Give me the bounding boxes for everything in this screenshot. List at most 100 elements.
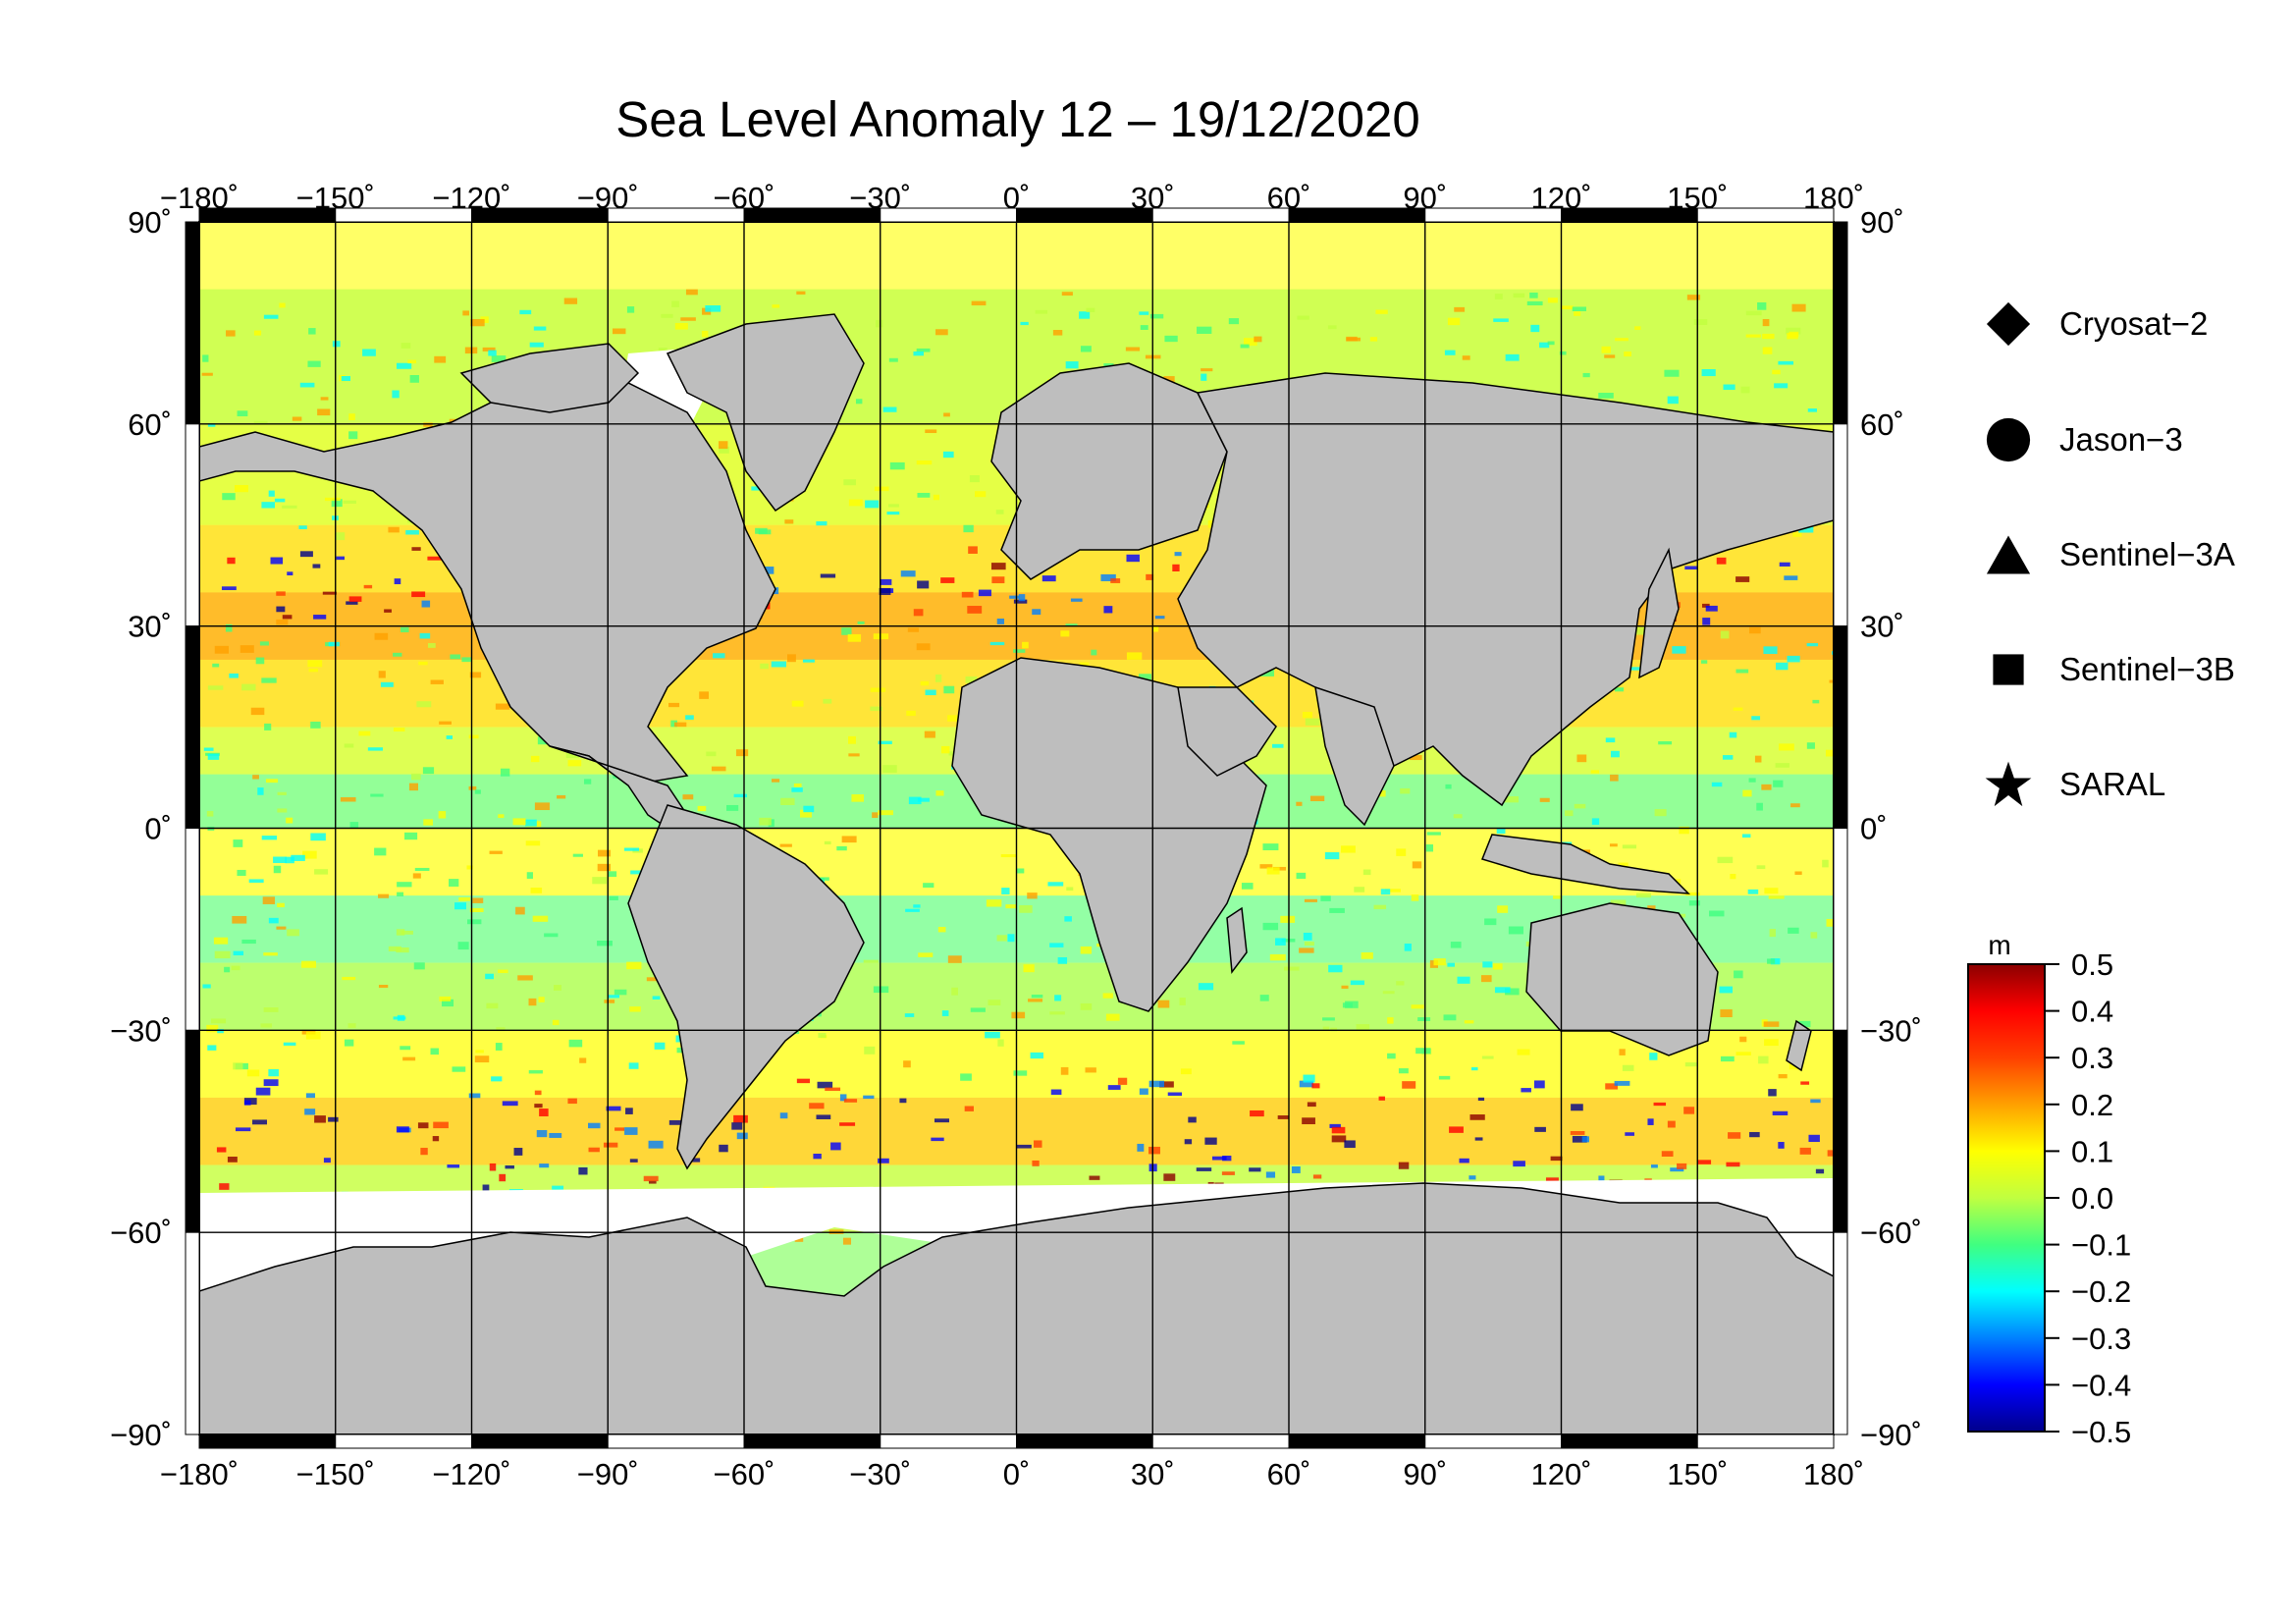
anomaly-speckle	[1117, 1077, 1128, 1085]
anomaly-speckle	[469, 672, 482, 678]
anomaly-speckle	[1462, 355, 1470, 360]
anomaly-speckle	[273, 865, 282, 874]
anomaly-speckle	[475, 1050, 484, 1054]
anomaly-speckle	[711, 766, 726, 772]
anomaly-speckle	[224, 966, 231, 973]
anomaly-speckle	[1601, 346, 1611, 353]
anomaly-speckle	[468, 785, 477, 790]
anomaly-speckle	[935, 790, 944, 796]
anomaly-speckle	[282, 615, 293, 620]
anomaly-speckle	[934, 674, 942, 682]
anomaly-speckle	[1438, 1075, 1451, 1080]
anomaly-speckle	[567, 760, 582, 767]
anomaly-speckle	[908, 796, 922, 805]
anomaly-speckle	[534, 802, 550, 811]
anomaly-speckle	[916, 643, 931, 651]
anomaly-speckle	[268, 917, 279, 924]
anomaly-speckle	[402, 1056, 416, 1061]
anomaly-speckle	[1433, 958, 1446, 966]
anomaly-speckle	[878, 740, 892, 744]
anomaly-speckle	[404, 832, 418, 840]
anomaly-speckle	[733, 793, 748, 798]
frame-bar-bottom	[1561, 1434, 1698, 1449]
anomaly-speckle	[362, 349, 376, 356]
anomaly-speckle	[606, 1106, 621, 1111]
anomaly-speckle	[237, 410, 248, 417]
anomaly-speckle	[1470, 1066, 1478, 1071]
anomaly-speckle	[613, 328, 626, 335]
lat-tick-label-left: −30˚	[110, 1013, 172, 1048]
anomaly-speckle	[1453, 814, 1463, 819]
anomaly-speckle	[233, 839, 243, 847]
anomaly-speckle	[1799, 1147, 1811, 1155]
anomaly-speckle	[1764, 1039, 1779, 1047]
anomaly-speckle	[1764, 888, 1779, 894]
anomaly-speckle	[629, 1159, 638, 1163]
anomaly-speckle	[1341, 845, 1356, 853]
anomaly-speckle	[526, 872, 533, 879]
legend-item-saral: SARAL	[1983, 755, 2165, 814]
figure-title: Sea Level Anomaly 12 – 19/12/2020	[615, 91, 1420, 147]
anomaly-speckle	[419, 632, 431, 639]
anomaly-speckle	[772, 779, 780, 783]
anomaly-speckle	[878, 810, 893, 816]
anomaly-speckle	[1533, 1080, 1545, 1089]
anomaly-speckle	[1304, 898, 1317, 902]
lat-tick-label-right: 90˚	[1860, 205, 1904, 240]
anomaly-speckle	[449, 879, 459, 887]
anomaly-speckle	[1066, 887, 1074, 892]
anomaly-speckle	[1763, 646, 1778, 655]
anomaly-speckle	[733, 1114, 748, 1123]
anomaly-speckle	[1188, 1116, 1197, 1123]
anomaly-speckle	[1023, 964, 1035, 973]
anomaly-speckle	[1701, 660, 1708, 664]
anomaly-speckle	[816, 1114, 831, 1119]
anomaly-speckle	[427, 556, 442, 561]
anomaly-speckle	[1350, 980, 1364, 986]
anomaly-speckle	[378, 893, 390, 898]
anomaly-speckle	[408, 783, 419, 791]
anomaly-speckle	[603, 1142, 618, 1148]
anomaly-speckle	[918, 952, 934, 957]
anomaly-speckle	[1581, 1136, 1589, 1143]
anomaly-speckle	[233, 950, 244, 956]
diamond-icon	[1986, 301, 2031, 347]
anomaly-speckle	[1654, 809, 1667, 817]
anomaly-speckle	[1702, 603, 1710, 608]
anomaly-speckle	[941, 1010, 949, 1016]
anomaly-speckle	[1250, 1109, 1264, 1117]
frame-bar-bottom	[880, 1434, 1017, 1449]
anomaly-speckle	[1240, 344, 1250, 349]
anomaly-speckle	[1061, 292, 1073, 297]
anomaly-speckle	[1080, 346, 1092, 352]
anomaly-speckle	[313, 615, 327, 620]
anomaly-speckle	[413, 962, 425, 970]
anomaly-speckle	[592, 877, 608, 885]
anomaly-speckle	[496, 1027, 506, 1032]
anomaly-speckle	[1545, 1177, 1559, 1183]
new-zealand	[1786, 1019, 1812, 1072]
anomaly-speckle	[1605, 737, 1616, 743]
anomaly-speckle	[253, 330, 262, 336]
anomaly-speckle	[935, 329, 948, 336]
anomaly-speckle	[793, 783, 802, 787]
anomaly-speckle	[222, 493, 236, 501]
anomaly-speckle	[608, 871, 617, 878]
anomaly-speckle	[1547, 298, 1558, 303]
anomaly-speckle	[905, 908, 920, 912]
anomaly-speckle	[396, 947, 409, 953]
anomaly-speckle	[474, 1055, 490, 1063]
europe	[990, 362, 1228, 580]
anomaly-speckle	[525, 819, 537, 827]
anomaly-speckle	[843, 1099, 858, 1103]
anomaly-speckle	[320, 397, 329, 401]
anomaly-speckle	[1011, 1011, 1026, 1019]
anomaly-speckle	[264, 723, 272, 730]
anomaly-speckle	[1521, 1088, 1531, 1093]
anomaly-speckle	[214, 645, 230, 654]
anomaly-speckle	[554, 985, 561, 991]
anomaly-speckle	[671, 300, 679, 307]
anomaly-speckle	[489, 850, 503, 854]
anomaly-speckle	[470, 318, 485, 327]
anomaly-speckle	[268, 1069, 279, 1077]
